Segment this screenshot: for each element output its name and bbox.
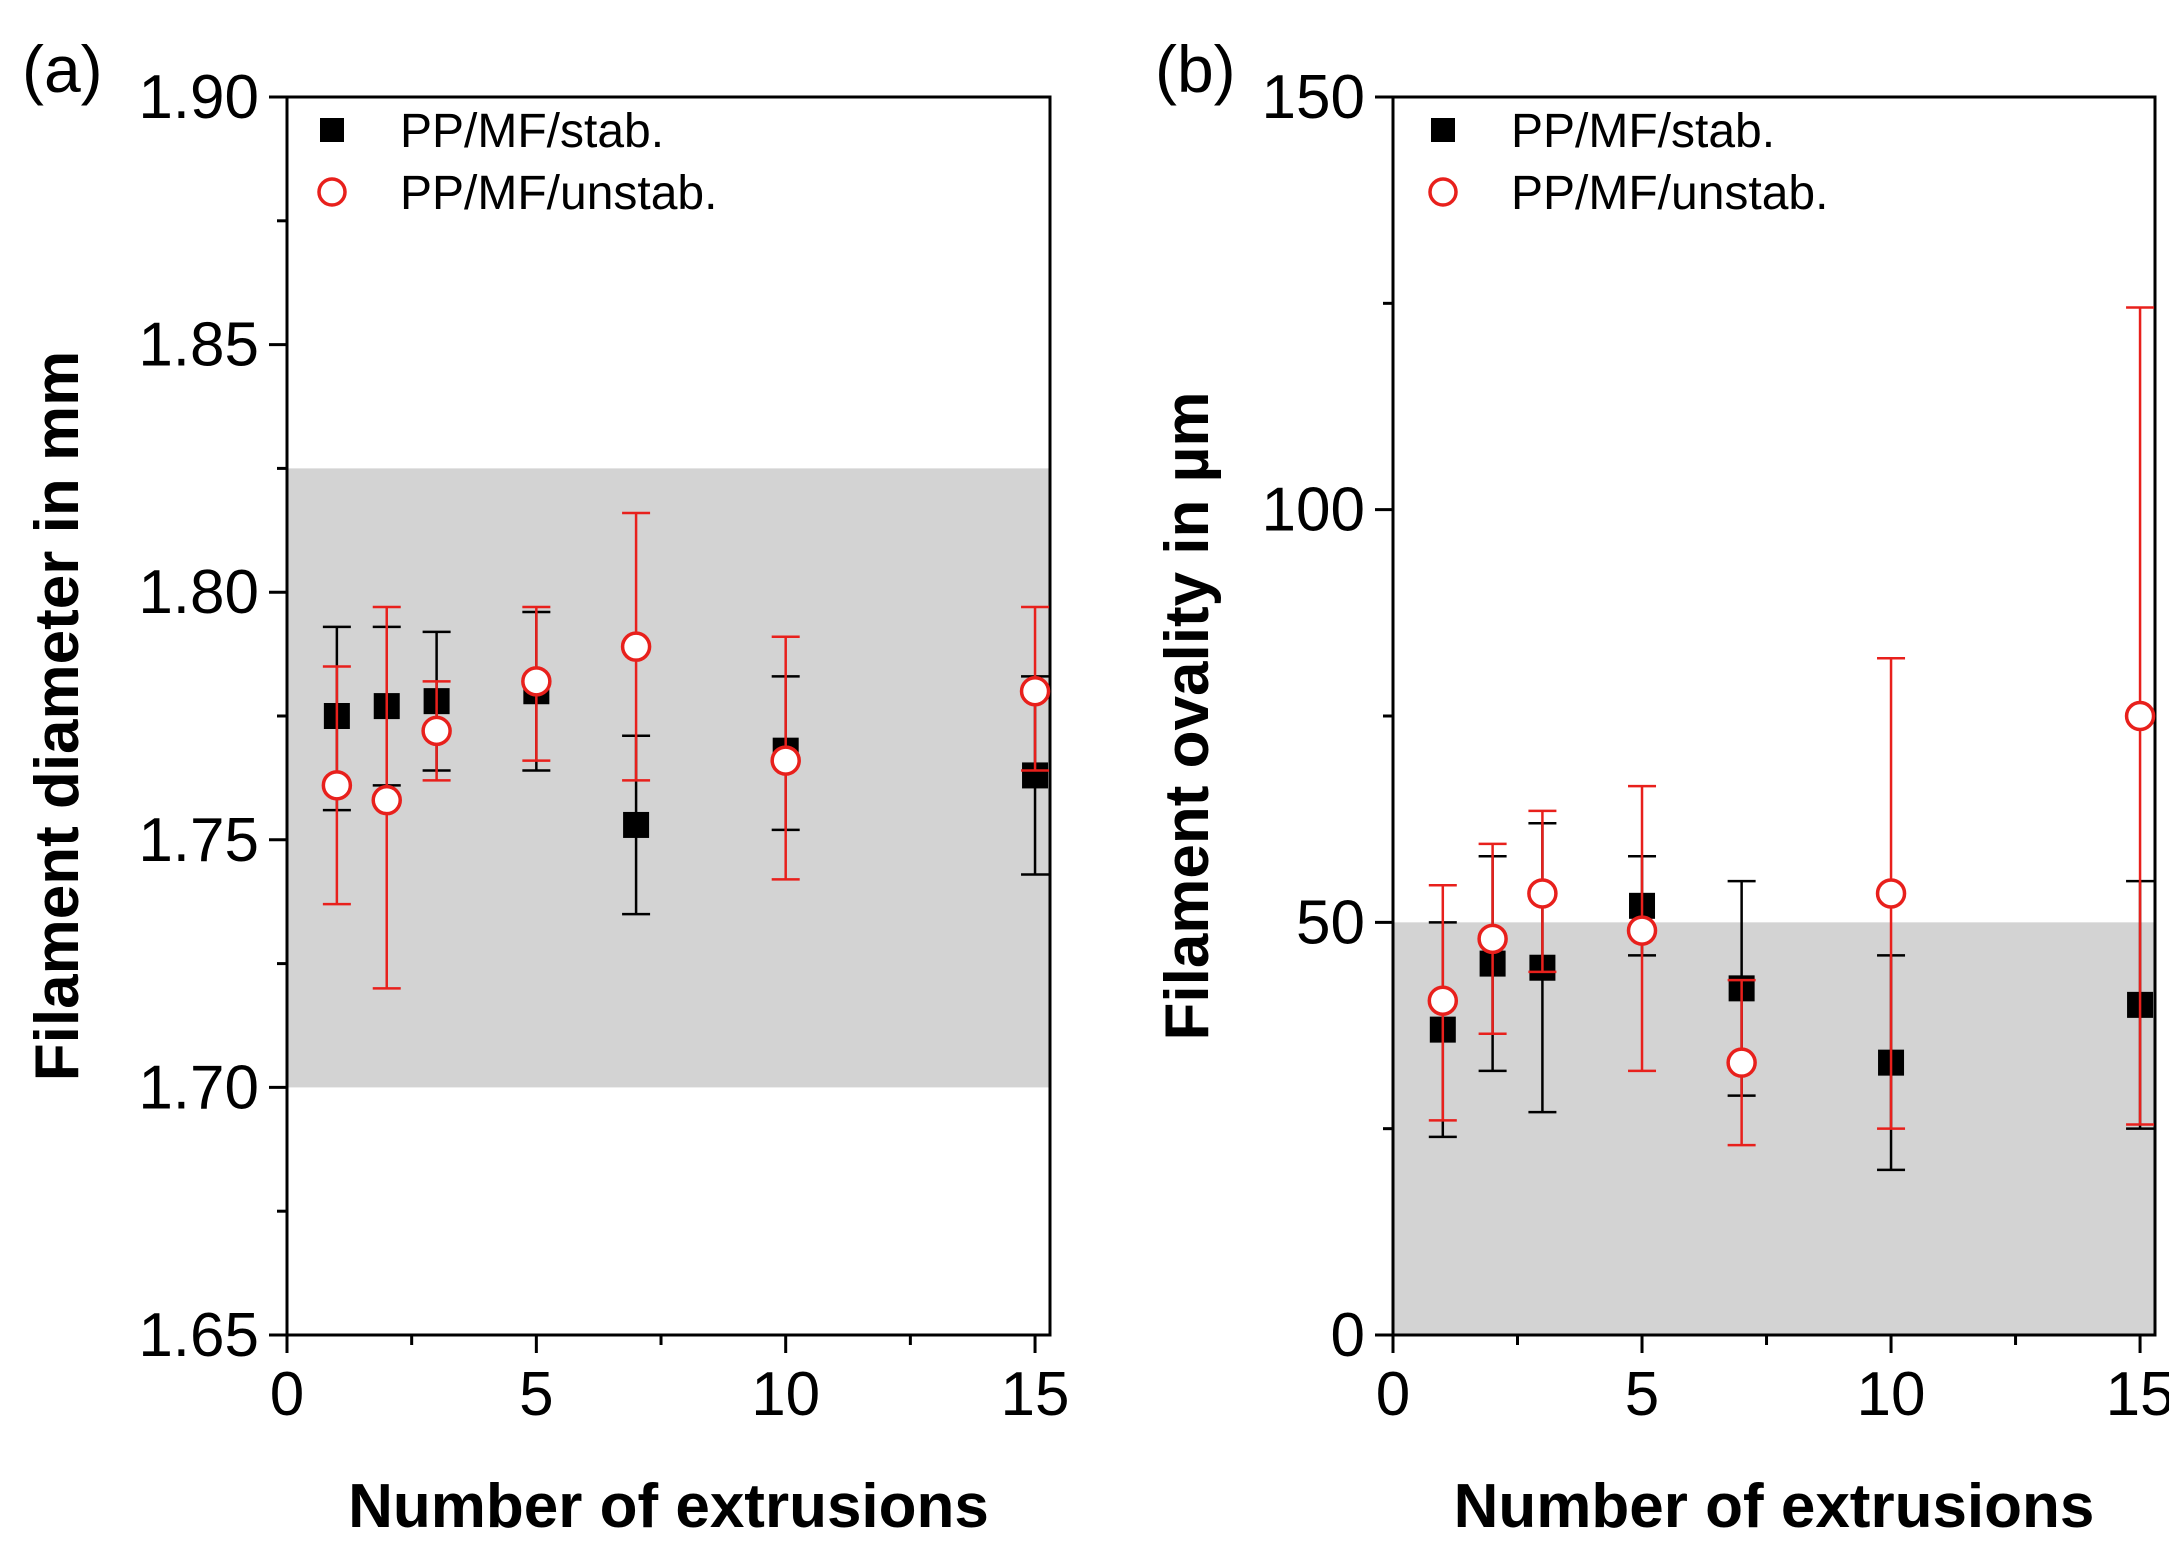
data-point-circle [770,745,801,776]
legend-marker-square [1431,118,1455,142]
series-unstab [321,511,1051,990]
x-tick-label: 0 [270,1360,304,1429]
legend-label: PP/MF/unstab. [1511,167,1828,220]
panel-label: (a) [22,32,103,106]
data-point-circle [521,666,552,697]
data-point-circle [1019,675,1051,707]
data-point-circle [321,770,353,801]
tolerance-band [1393,922,2155,1335]
x-axis-title: Number of extrusions [1454,1472,2095,1541]
x-tick-label: 0 [1376,1360,1410,1429]
legend-label: PP/MF/stab. [400,105,664,158]
y-tick-label: 1.85 [138,311,259,380]
data-point-circle [1427,985,1459,1016]
data-point-circle [1527,878,1558,909]
x-axis-title: Number of extrusions [348,1472,989,1541]
legend-marker-circle [1428,177,1458,207]
panel-label: (b) [1155,32,1236,106]
y-tick-label: 150 [1262,63,1365,132]
x-tick-label: 15 [1001,1360,1070,1429]
x-tick-label: 5 [519,1360,553,1429]
legend-marker-circle [317,177,347,207]
data-point-circle [1875,878,1907,909]
legend-marker-square [320,118,344,142]
data-point-circle [371,784,402,816]
x-tick-label: 5 [1625,1360,1659,1429]
data-point-circle [620,631,652,662]
y-tick-label: 1.70 [138,1053,259,1122]
data-point-circle [1477,923,1508,955]
tolerance-band [287,468,1050,1088]
y-tick-label: 1.80 [138,558,259,627]
x-tick-label: 15 [2106,1360,2169,1429]
data-point-circle [2124,700,2156,732]
data-point-circle [1726,1047,1757,1078]
series-unstab [1427,306,2156,1147]
x-tick-label: 10 [1857,1360,1926,1429]
data-point-circle [1626,915,1658,946]
y-axis-title: Filament ovality in µm [1153,392,1222,1041]
y-tick-label: 1.65 [138,1301,259,1370]
y-tick-label: 50 [1296,888,1365,957]
y-axis-title: Filament diameter in mm [23,351,92,1081]
x-tick-label: 10 [751,1360,820,1429]
y-tick-label: 1.75 [138,806,259,875]
legend-label: PP/MF/stab. [1511,105,1775,158]
data-point-square [623,811,650,838]
panel-a: 0 5 10 15 1.65 1.70 1.75 1.80 1.85 1.90 Number of … [22,32,1070,1541]
y-tick-label: 0 [1331,1301,1365,1370]
y-tick-label: 100 [1262,476,1365,545]
y-tick-label: 1.90 [138,63,259,132]
data-point-circle [421,715,452,747]
legend-label: PP/MF/unstab. [400,167,717,220]
